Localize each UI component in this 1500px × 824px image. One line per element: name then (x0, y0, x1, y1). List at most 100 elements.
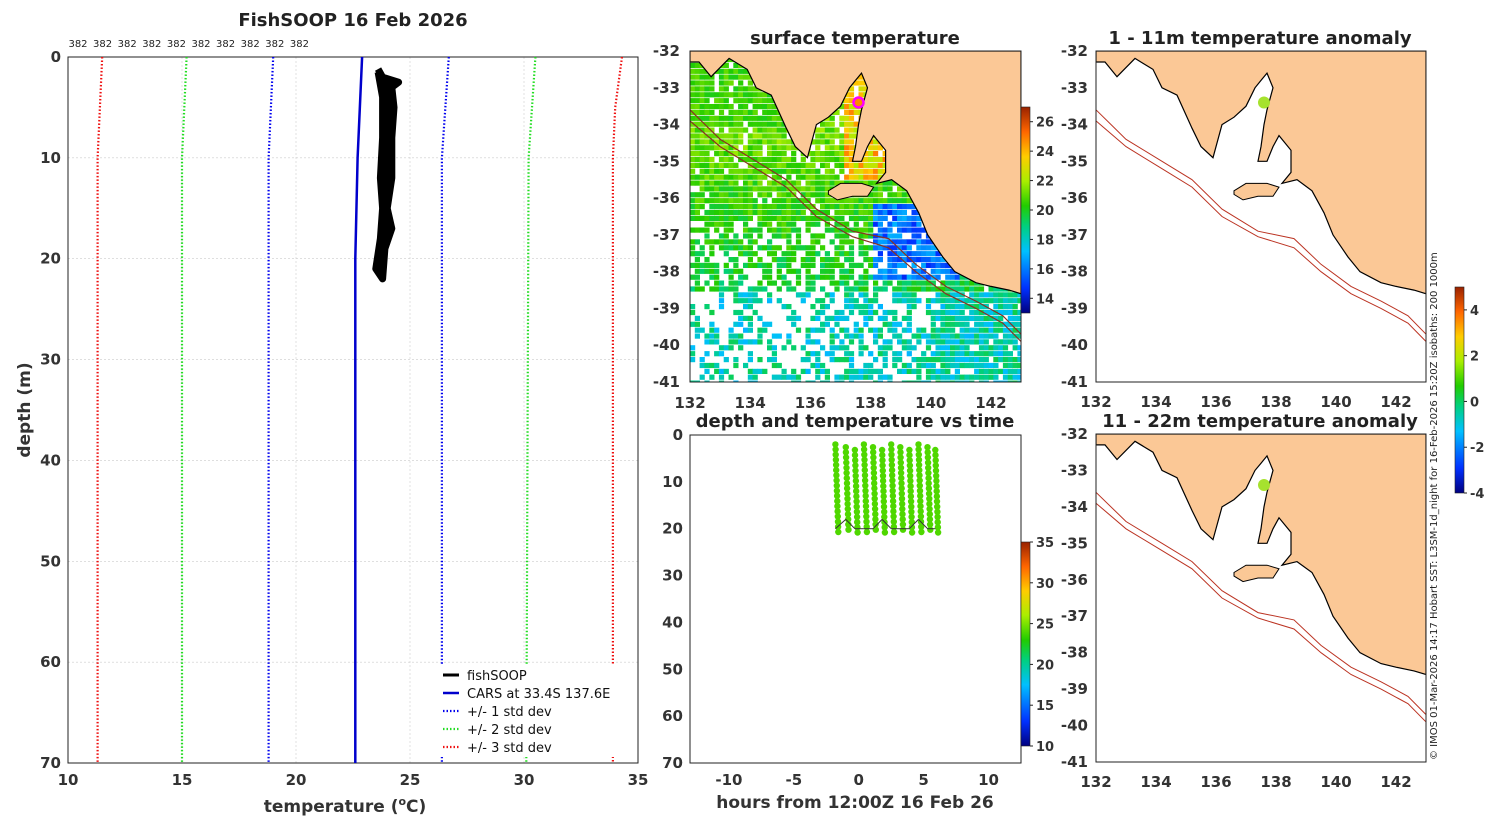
sst-cell (911, 221, 917, 227)
sst-cell (887, 280, 893, 286)
sst-cell (762, 162, 768, 168)
sst-cell (728, 227, 734, 233)
sst-cell (901, 209, 907, 216)
sst-cell (704, 162, 710, 168)
sst-cell (868, 162, 874, 168)
sst-cell (728, 215, 734, 221)
sst-cell (718, 80, 725, 86)
sst-cell (1002, 368, 1009, 374)
sst-cell (911, 304, 917, 310)
time-point (853, 508, 861, 515)
sst-cell (805, 280, 811, 286)
sst-cell (853, 204, 859, 210)
sst-cell (863, 309, 869, 316)
time-point (870, 449, 877, 456)
sst-cell (791, 162, 797, 168)
sst-cell (718, 215, 725, 221)
sst-cell (718, 351, 725, 357)
sst-cell (723, 92, 729, 98)
sst-cell (815, 133, 821, 139)
sst-cell (848, 127, 855, 133)
sst-cell (882, 227, 888, 233)
sst-cell (1012, 362, 1018, 369)
sst-cell (718, 109, 725, 115)
sst-cell (882, 345, 888, 351)
sst-cell (786, 315, 792, 321)
sst-cell (877, 333, 883, 339)
sst-cell (791, 257, 797, 263)
sst-cell (733, 357, 739, 363)
time-point (925, 480, 932, 487)
sst-cell (762, 268, 768, 274)
sst-cell (699, 68, 705, 74)
sst-cell (757, 156, 763, 163)
a2-y-tick: -34 (1061, 498, 1088, 516)
sst-cell (954, 362, 960, 369)
a2-x-tick: 140 (1320, 773, 1351, 791)
sst-cell (723, 104, 729, 110)
time-point (870, 464, 877, 471)
sst-cell (824, 156, 830, 163)
sst-cell (834, 209, 840, 216)
sst-cell (925, 286, 932, 292)
sst-cell (887, 221, 893, 227)
sst-cell (805, 168, 811, 174)
sst-cell (738, 80, 744, 86)
sst-cell (853, 209, 859, 216)
sst-cell (1007, 339, 1013, 345)
sst-cell (978, 304, 985, 310)
time-point (889, 492, 897, 500)
sst-cell (791, 345, 797, 351)
sst-cell (906, 227, 912, 233)
sst-cell (834, 251, 840, 257)
sst-cell (877, 209, 883, 216)
sst-cell (743, 115, 749, 121)
sst-cell (863, 227, 869, 233)
sst-cell (747, 92, 753, 98)
sst-cell (945, 357, 951, 363)
sst-cell (820, 304, 826, 310)
sst-cell (906, 239, 912, 245)
sst-cell (969, 292, 975, 298)
sst-cell (901, 315, 907, 321)
sst-cell (714, 186, 720, 192)
sst-cell (709, 133, 715, 139)
sst-cell (733, 339, 739, 345)
time-point (844, 495, 851, 502)
profile-series-dot1 (267, 56, 275, 763)
sst-cell (781, 204, 787, 210)
sst-cell (800, 215, 806, 221)
time-point (854, 519, 861, 526)
sst-cell (694, 174, 700, 180)
sst-cell (834, 345, 840, 351)
profile-y-label: depth (m) (15, 362, 35, 457)
sst-cell (709, 286, 715, 292)
profile-count-label: 382 (93, 39, 112, 50)
sst-cell (709, 115, 715, 121)
sst-cell (723, 368, 729, 374)
profile-series-dot1 (440, 56, 450, 763)
sst-cell (699, 374, 705, 380)
sst-cell (690, 127, 696, 133)
time-y-tick: 60 (662, 707, 683, 725)
sst-cell (901, 280, 907, 286)
anom2-axes-frame (1095, 433, 1427, 763)
sst-cell (853, 374, 859, 380)
sst-cell (824, 127, 830, 133)
a2-y-tick: -40 (1061, 717, 1088, 735)
sst-cell (1017, 351, 1021, 357)
sst-cb-tick: 20 (1036, 204, 1054, 219)
sst-cell (950, 345, 956, 351)
sst-cell (877, 286, 883, 292)
sst-cell (868, 362, 874, 369)
sst-cell (901, 368, 907, 374)
sst-cell (829, 151, 835, 157)
sst-cell (925, 280, 932, 286)
time-point (871, 495, 878, 502)
sst-cell (728, 333, 734, 339)
time-point (853, 513, 861, 521)
profile-plot: FishSOOP 16 Feb 2026 382 382 382 382 382 382 3… (15, 10, 648, 817)
sst-cell (969, 339, 975, 345)
sst-cell (805, 274, 811, 280)
time-point (915, 451, 922, 458)
